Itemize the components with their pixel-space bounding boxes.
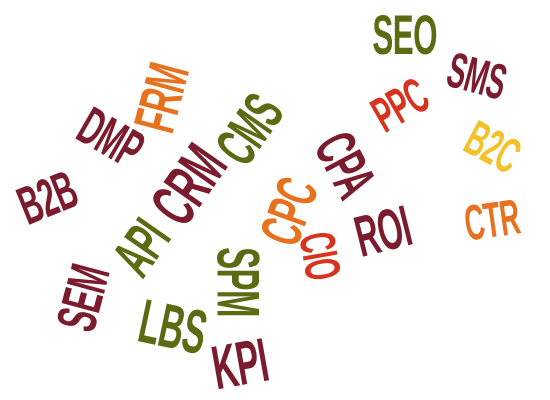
word-seo: SEO [372, 3, 438, 66]
word-cio: CIO [288, 227, 352, 285]
word-roi: ROI [348, 193, 418, 270]
word-sem: SEM [43, 258, 122, 338]
word-kpi: KPI [206, 325, 274, 400]
word-b2b: B2B [9, 159, 87, 237]
word-lbs: LBS [132, 286, 212, 369]
word-ctr: CTR [460, 188, 524, 252]
word-spm: SPM [205, 247, 272, 317]
word-b2c: B2C [456, 109, 530, 185]
word-sms: SMS [441, 41, 513, 111]
word-ppc: PPC [362, 67, 438, 143]
